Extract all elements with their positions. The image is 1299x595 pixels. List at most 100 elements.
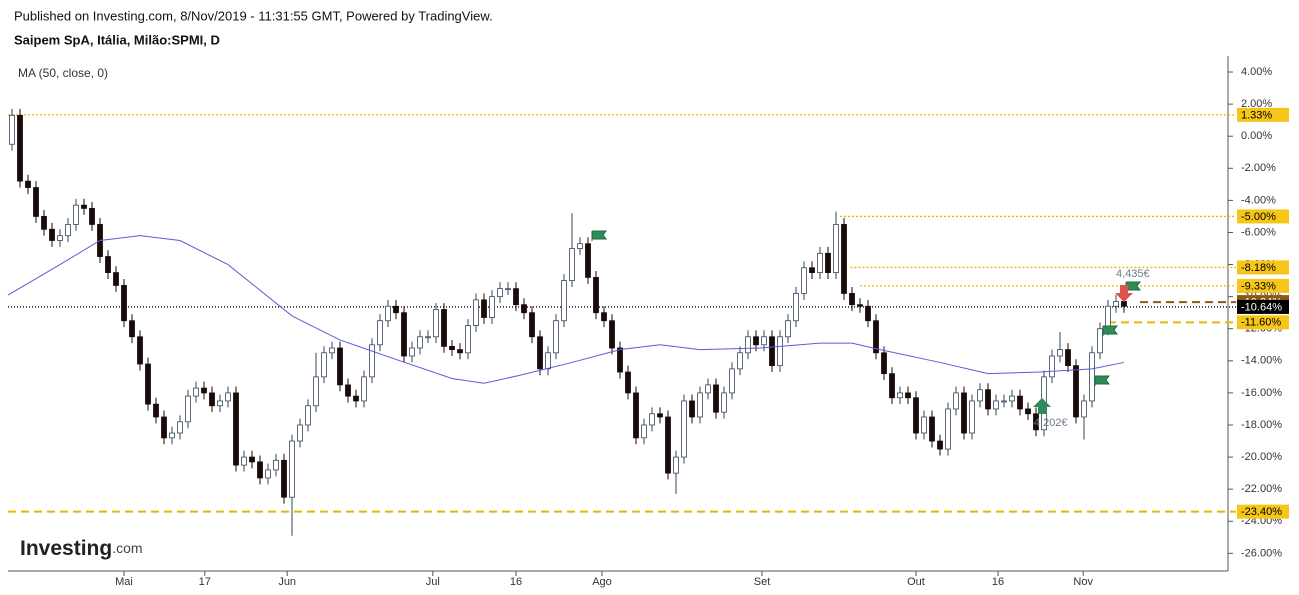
- candle-body: [337, 347, 343, 386]
- candle-body: [481, 299, 487, 318]
- candle-body: [937, 440, 943, 450]
- candle-body: [649, 413, 655, 426]
- candle-body: [449, 345, 455, 350]
- x-tick-label: Jul: [426, 576, 440, 588]
- candle-body: [1105, 305, 1111, 330]
- plot: 4.00%2.00%0.00%-2.00%-4.00%-6.00%-8.00%-…: [7, 66, 1289, 588]
- candle-body: [313, 376, 319, 407]
- candle-body: [457, 349, 463, 354]
- y-tick-label: -20.00%: [1241, 451, 1282, 463]
- candle-body: [913, 397, 919, 434]
- x-tick-label: 17: [199, 576, 211, 588]
- candle-body: [345, 384, 351, 397]
- candle-body: [1121, 301, 1127, 307]
- candle-body: [745, 336, 751, 354]
- candle-body: [297, 424, 303, 442]
- candle-body: [89, 208, 95, 225]
- candle-body: [737, 352, 743, 370]
- candle-body: [529, 312, 535, 338]
- candle-body: [353, 395, 359, 402]
- level-label: -23.40%: [1241, 506, 1282, 518]
- candle-body: [929, 416, 935, 442]
- x-tick-label: Jun: [278, 576, 296, 588]
- candle-body: [705, 384, 711, 394]
- candle-body: [121, 285, 127, 322]
- candle-body: [673, 456, 679, 474]
- header: Published on Investing.com, 8/Nov/2019 -…: [14, 8, 493, 23]
- candle-body: [257, 461, 263, 479]
- y-tick-label: -26.00%: [1241, 547, 1282, 559]
- candle-body: [545, 352, 551, 370]
- flag: [591, 230, 607, 241]
- candle-body: [73, 204, 79, 225]
- level-label-box: [1237, 107, 1289, 122]
- candle-body: [641, 424, 647, 439]
- candle-body: [633, 392, 639, 439]
- candle-body: [865, 305, 871, 322]
- candle-body: [993, 400, 999, 410]
- x-tick-label: Out: [907, 576, 925, 588]
- annotation: 4,435€: [1116, 268, 1150, 280]
- candle-body: [129, 320, 135, 338]
- y-tick-label: -6.00%: [1241, 226, 1276, 238]
- x-tick-label: Set: [754, 576, 771, 588]
- candle-body: [977, 389, 983, 402]
- candle-body: [49, 228, 55, 241]
- candle-body: [265, 469, 271, 479]
- candle-body: [33, 187, 39, 217]
- candle-body: [241, 456, 247, 466]
- candle-body: [17, 114, 23, 182]
- candle-body: [441, 309, 447, 347]
- y-tick-label: -14.00%: [1241, 355, 1282, 367]
- candle-body: [185, 395, 191, 423]
- candle-body: [473, 299, 479, 326]
- candle-body: [137, 336, 143, 365]
- candle-body: [305, 405, 311, 426]
- candle-body: [657, 413, 663, 418]
- candle-body: [777, 336, 783, 367]
- candle-body: [945, 408, 951, 450]
- candle-body: [505, 288, 511, 291]
- candle-body: [497, 288, 503, 298]
- candle-body: [321, 352, 327, 378]
- x-tick-label: 16: [992, 576, 1004, 588]
- candle-body: [849, 293, 855, 306]
- y-tick-label: 0.00%: [1241, 130, 1272, 142]
- candle-body: [289, 440, 295, 498]
- candle-body: [417, 336, 423, 349]
- candle-body: [1033, 413, 1039, 431]
- candle-body: [161, 416, 167, 439]
- candle-body: [233, 392, 239, 466]
- candle-body: [1057, 349, 1063, 357]
- candle-body: [569, 248, 575, 282]
- candle-body: [537, 336, 543, 370]
- level-label: -8.18%: [1241, 262, 1276, 274]
- candle-body: [281, 459, 287, 498]
- y-tick-label: -22.00%: [1241, 483, 1282, 495]
- y-tick-label: 4.00%: [1241, 66, 1272, 78]
- candle-body: [625, 371, 631, 394]
- candle-body: [41, 216, 47, 230]
- candle-body: [25, 180, 31, 188]
- candle-body: [985, 389, 991, 410]
- candle-body: [1025, 408, 1031, 415]
- candle-body: [1049, 355, 1055, 378]
- x-tick-label: 16: [510, 576, 522, 588]
- logo: Investing.com: [20, 537, 143, 560]
- candle-body: [1009, 395, 1015, 402]
- annotation: 4,202€: [1034, 417, 1068, 429]
- candle-body: [249, 456, 255, 463]
- x-tick-label: Ago: [592, 576, 612, 588]
- candle-body: [681, 400, 687, 458]
- logo-suffix: .com: [112, 540, 142, 556]
- candle-body: [809, 267, 815, 273]
- candle-body: [897, 392, 903, 399]
- candle-body: [153, 403, 159, 418]
- candle-body: [785, 320, 791, 338]
- candle-body: [105, 256, 111, 273]
- level-label: -5.00%: [1241, 211, 1276, 223]
- candle-body: [425, 336, 431, 339]
- flag: [1094, 375, 1110, 386]
